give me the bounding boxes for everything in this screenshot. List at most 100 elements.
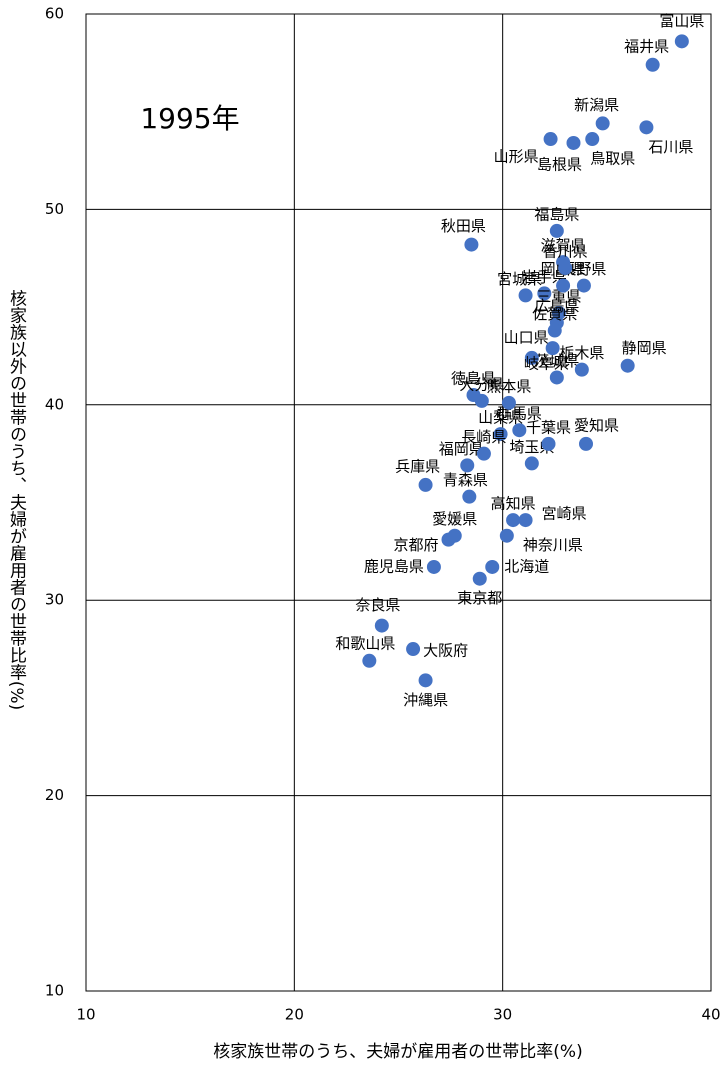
- point: [585, 132, 600, 147]
- point-label: 佐賀県: [532, 305, 577, 323]
- y-tick-label: 10: [45, 982, 64, 1000]
- point: [579, 436, 593, 451]
- point-label: 愛媛県: [432, 510, 477, 528]
- point-label: 東京都: [457, 589, 502, 607]
- point: [595, 116, 610, 131]
- point: [362, 653, 377, 668]
- point-label: 愛知県: [574, 416, 619, 434]
- point-label: 宮崎県: [542, 505, 587, 523]
- point: [518, 288, 533, 303]
- point-label: 和歌山県: [335, 634, 395, 652]
- point-label: 栃木県: [559, 344, 604, 362]
- point: [576, 278, 591, 293]
- point-label: 福岡県: [439, 440, 484, 458]
- point-label: 青森県: [443, 471, 488, 489]
- point: [374, 618, 389, 633]
- y-tick-label: 20: [45, 786, 64, 804]
- point-label: 山形県: [494, 148, 539, 166]
- point: [447, 528, 462, 543]
- point-label: 新潟県: [574, 96, 619, 114]
- point-label: 秋田県: [441, 217, 486, 235]
- point-label: 福島県: [534, 205, 579, 223]
- y-tick-label: 60: [45, 5, 64, 23]
- point: [545, 341, 560, 356]
- point-label: 沖縄県: [403, 691, 448, 709]
- point: [566, 135, 581, 150]
- point: [524, 456, 539, 471]
- annotation: 1995年: [140, 102, 239, 135]
- point: [493, 427, 508, 442]
- point: [418, 477, 433, 492]
- point: [556, 278, 571, 293]
- point-label: 奈良県: [355, 596, 400, 614]
- point-label: 香川県: [543, 243, 588, 261]
- y-tick-label: 30: [45, 591, 64, 609]
- point-label: 岐阜県: [524, 354, 569, 372]
- point: [558, 261, 573, 276]
- point-label: 石川県: [648, 138, 693, 156]
- point: [512, 423, 527, 438]
- point: [574, 362, 589, 377]
- point: [476, 446, 491, 461]
- x-axis-title: 核家族世帯のうち、夫婦が雇用者の世帯比率(%): [213, 1042, 582, 1062]
- point: [620, 358, 635, 373]
- point: [472, 571, 487, 586]
- x-tick-label: 20: [285, 1006, 304, 1024]
- point: [460, 458, 475, 473]
- point-label: 鹿児島県: [364, 557, 424, 575]
- point-label: 高知県: [491, 495, 536, 513]
- x-tick-label: 10: [76, 1006, 95, 1024]
- point: [549, 223, 564, 238]
- point-label: 神奈川県: [523, 536, 583, 554]
- point-label: 富山県: [659, 12, 704, 30]
- point-label: 広島県: [534, 297, 579, 315]
- point: [543, 132, 558, 147]
- point-label: 山梨県: [478, 409, 523, 427]
- point: [474, 393, 489, 408]
- point-label: 徳島県: [451, 370, 496, 388]
- point: [674, 34, 689, 49]
- point: [418, 673, 433, 688]
- point: [518, 513, 533, 528]
- y-axis-title: 核家族以外の世帯のうち、夫婦が雇用者の世帯比率(%): [6, 290, 27, 710]
- point: [639, 120, 654, 135]
- point: [541, 436, 556, 451]
- point-label: 福井県: [624, 37, 669, 55]
- point-label: 宮城県: [497, 270, 542, 288]
- point-label: 熊本県: [486, 377, 531, 395]
- point-label: 茨城県: [534, 352, 579, 370]
- point: [645, 57, 660, 72]
- point: [464, 237, 479, 252]
- point-label: 静岡県: [622, 339, 667, 357]
- point-label: 大分県: [459, 375, 504, 393]
- point-label: 島根県: [537, 155, 582, 173]
- point: [462, 489, 477, 504]
- point: [549, 370, 564, 385]
- point: [524, 350, 539, 365]
- point: [485, 559, 500, 574]
- point: [547, 323, 562, 338]
- y-tick-label: 50: [45, 200, 64, 218]
- point-label: 滋賀県: [541, 237, 586, 255]
- point-label: 長野県: [561, 260, 606, 278]
- point-label: 岩手県: [522, 268, 567, 286]
- point-label: 鳥取県: [590, 150, 635, 168]
- point: [501, 395, 516, 410]
- point-label: 山口県: [504, 329, 549, 347]
- x-tick-label: 40: [701, 1006, 720, 1024]
- point-label: 京都府: [393, 536, 438, 554]
- point: [506, 513, 521, 528]
- point: [406, 642, 421, 657]
- point: [426, 559, 441, 574]
- point-label: 大阪府: [423, 642, 468, 660]
- x-tick-label: 30: [493, 1006, 512, 1024]
- point: [499, 528, 514, 543]
- point-label: 北海道: [504, 557, 549, 575]
- point-label: 長崎県: [461, 428, 506, 446]
- point-label: 千葉県: [526, 418, 571, 436]
- point-label: 三重県: [536, 287, 581, 305]
- point-label: 兵庫県: [395, 457, 440, 475]
- y-tick-label: 40: [45, 395, 64, 413]
- point: [537, 286, 552, 301]
